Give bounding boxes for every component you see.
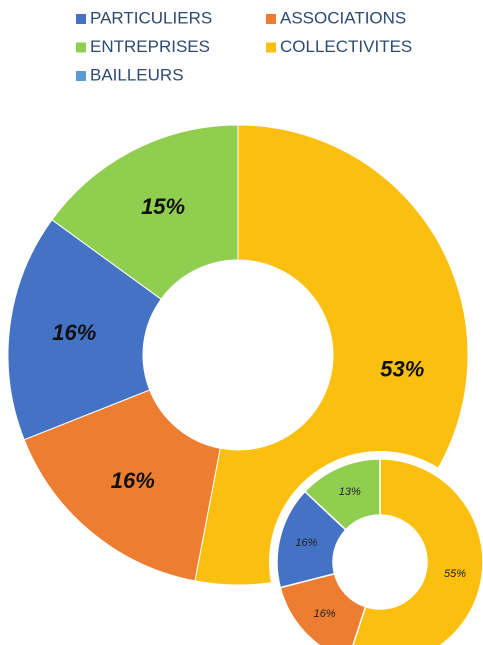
slice-label: 16% [52,320,96,345]
donut: 55% 16% 16% 13% [269,451,483,645]
donut-slice [23,389,221,582]
legend-label: BAILLEURS [90,65,184,84]
slice-label: 16% [314,608,336,620]
slice-label: 53% [380,356,424,381]
donut-slice [303,458,381,531]
legend-label: COLLECTIVITES [280,37,412,56]
legend-label: ASSOCIATIONS [280,8,406,27]
legend-swatch [266,14,276,24]
legend-swatch [76,42,86,53]
legend-swatch [266,42,276,53]
slice-label: 16% [295,537,317,549]
legend-label: PARTICULIERS [90,8,212,27]
slice-label: 13% [339,486,361,498]
donut-slice [7,219,162,441]
legend-label: ENTREPRISES [90,37,210,56]
legend-swatch [76,14,86,24]
slice-label: 15% [141,194,185,219]
donut-slice [51,124,239,300]
slice-label: 16% [111,468,155,493]
legend-swatch [76,71,86,81]
slice-label: 55% [444,568,466,580]
donut-slice [352,458,483,645]
